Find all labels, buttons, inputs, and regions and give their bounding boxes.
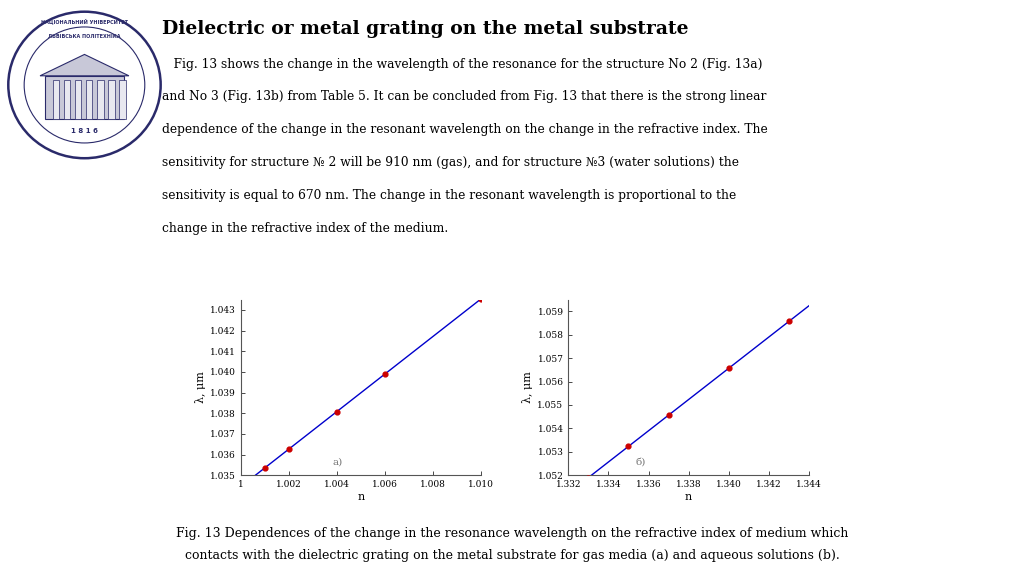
Text: НАЦІОНАЛЬНИЙ УНІВЕРСИТЕТ: НАЦІОНАЛЬНИЙ УНІВЕРСИТЕТ (41, 18, 128, 24)
Text: Dielectric or metal grating on the metal substrate: Dielectric or metal grating on the metal… (162, 20, 688, 38)
Point (377, 369, 393, 378)
Bar (75, 81, 81, 119)
Bar (120, 81, 126, 119)
Bar (86, 81, 92, 119)
Point (281, 445, 297, 454)
Bar (45, 76, 124, 119)
Y-axis label: λ, μm: λ, μm (522, 372, 534, 403)
Point (660, 410, 677, 419)
Text: sensitivity for structure № 2 will be 910 nm (gas), and for structure №3 (water : sensitivity for structure № 2 will be 91… (162, 156, 738, 169)
Polygon shape (40, 55, 129, 76)
Text: Fig. 13 shows the change in the wavelength of the resonance for the structure No: Fig. 13 shows the change in the waveleng… (162, 58, 762, 71)
Text: contacts with the dielectric grating on the metal substrate for gas media (a) an: contacts with the dielectric grating on … (184, 549, 840, 562)
Text: and No 3 (Fig. 13b) from Table 5. It can be concluded from Fig. 13 that there is: and No 3 (Fig. 13b) from Table 5. It can… (162, 90, 766, 104)
Point (232, 482, 249, 491)
Bar (53, 81, 59, 119)
Point (473, 294, 489, 304)
Point (581, 473, 597, 482)
X-axis label: n: n (685, 492, 692, 502)
Text: 1 8 1 6: 1 8 1 6 (71, 128, 98, 134)
Text: б): б) (636, 458, 646, 467)
Text: Fig. 13 Dependences of the change in the resonance wavelength on the refractive : Fig. 13 Dependences of the change in the… (176, 527, 848, 540)
Text: sensitivity is equal to 670 nm. The change in the resonant wavelength is proport: sensitivity is equal to 670 nm. The chan… (162, 189, 736, 202)
Y-axis label: λ, μm: λ, μm (195, 372, 206, 403)
Point (256, 463, 272, 472)
Point (721, 363, 737, 373)
Point (621, 442, 637, 451)
Bar (109, 81, 115, 119)
Point (780, 317, 797, 326)
Point (329, 407, 345, 416)
Text: dependence of the change in the resonant wavelength on the change in the refract: dependence of the change in the resonant… (162, 123, 768, 137)
Bar (63, 81, 71, 119)
Text: change in the refractive index of the medium.: change in the refractive index of the me… (162, 222, 449, 235)
Text: ЛЬВІВСЬКА ПОЛІТЕХНІКА: ЛЬВІВСЬКА ПОЛІТЕХНІКА (48, 33, 121, 39)
Bar (97, 81, 103, 119)
X-axis label: n: n (357, 492, 365, 502)
Point (821, 286, 838, 295)
Text: a): a) (332, 458, 342, 467)
